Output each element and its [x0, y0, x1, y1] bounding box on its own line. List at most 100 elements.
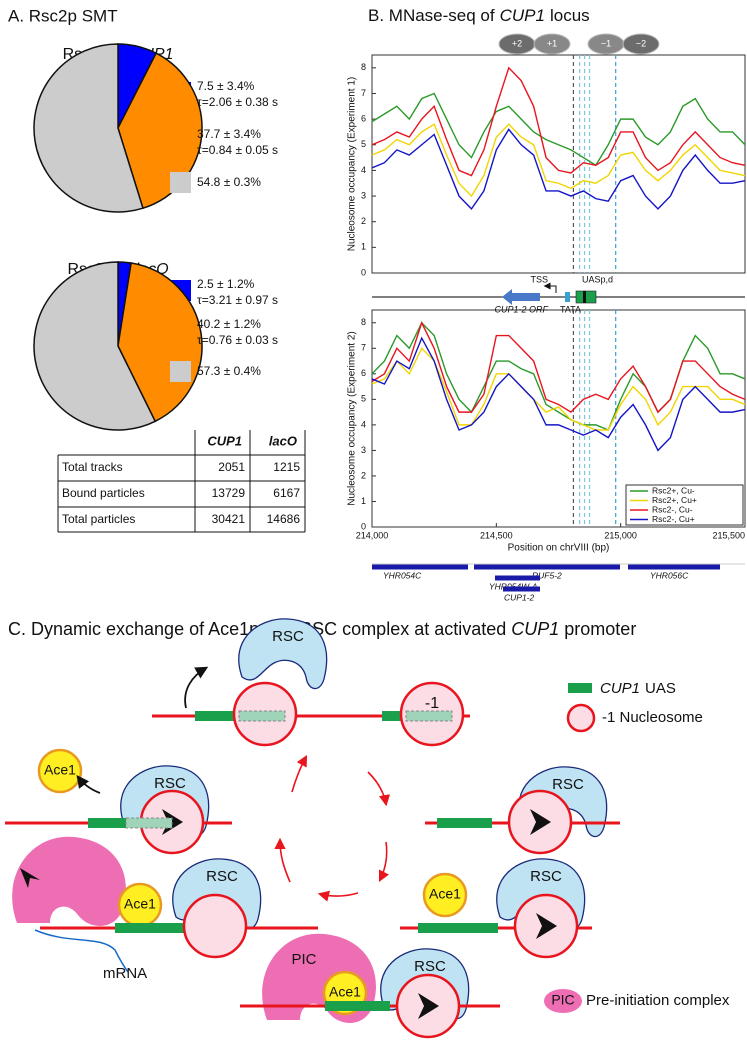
x-tick-label: 214,500 [480, 530, 513, 540]
gene-label: YHR054C [383, 570, 422, 580]
x-tick-label: 214,000 [356, 530, 389, 540]
legend-label: Rsc2-, Cu+ [652, 514, 695, 524]
nucleosome-marker [533, 33, 571, 55]
table-header: lacO [269, 433, 297, 448]
nucleosome-key [566, 703, 596, 733]
x-tick-label: 215,000 [604, 530, 637, 540]
direction [20, 868, 40, 888]
uas [418, 923, 498, 933]
series-line [371, 321, 746, 431]
legend-swatch [170, 130, 191, 151]
nucleosome [182, 893, 248, 959]
y-tick-label: 1 [361, 242, 366, 252]
table-cell: 30421 [212, 512, 246, 526]
y-axis-label: Nucleosome occupancy (Experiment 1) [347, 77, 358, 252]
pie-slice [33, 261, 157, 431]
legend-label: Rsc2-, Cu- [652, 504, 693, 514]
y-tick-label: 2 [361, 216, 366, 226]
nucleosome-marker [622, 33, 660, 55]
x-axis-label: Position on chrVIII (bp) [508, 543, 610, 554]
gene-label: CUP1-2 [504, 592, 535, 602]
displaced-uas [125, 817, 173, 829]
nucleosome-label: −2 [636, 38, 646, 48]
gene-label: RUF5-2 [532, 570, 562, 580]
gene-bar [628, 564, 720, 570]
y-tick-label: 7 [361, 343, 366, 353]
rsc-label: RSC [530, 868, 562, 885]
y-tick-label: 3 [361, 445, 366, 455]
uas [437, 818, 492, 828]
uas [325, 1001, 390, 1011]
pic [12, 836, 126, 926]
y-tick-label: 2 [361, 470, 366, 480]
pic-label: PIC [291, 951, 316, 968]
table-cell: 6167 [273, 486, 300, 500]
dwell-time: τ=0.84 ± 0.05 s [197, 143, 278, 157]
dwell-time: τ=3.21 ± 0.97 s [197, 293, 278, 307]
legend-swatch [170, 361, 191, 382]
cycle-arrow [291, 755, 308, 793]
table-cell: 14686 [267, 512, 301, 526]
legend-label: Rsc2+, Cu+ [652, 495, 697, 505]
rsc-label: RSC [206, 868, 238, 885]
legend-label: CUP1 UAS [600, 680, 676, 697]
legend-label: Pre-initiation complex [586, 992, 730, 1009]
uas [88, 818, 143, 828]
series-line [371, 123, 746, 198]
y-tick-label: 4 [361, 419, 366, 429]
rsc-label: RSC [154, 775, 186, 792]
y-tick-label: 6 [361, 368, 366, 378]
ace1-label: Ace1 [429, 886, 461, 902]
y-tick-label: 0 [361, 267, 366, 277]
title-part: promoter [564, 619, 636, 639]
cycle-arrow [367, 771, 391, 807]
uas-key [568, 683, 592, 693]
value-label: 2.5 ± 1.2% [197, 277, 255, 291]
nucleosome-label: +2 [512, 38, 522, 48]
direction [418, 993, 439, 1019]
gene-label: YHR054W-A [489, 581, 538, 591]
rsc-label: RSC [414, 958, 446, 975]
orf-arrow [502, 289, 540, 305]
y-tick-label: 7 [361, 88, 366, 98]
uas-mark [583, 291, 586, 303]
rsc-label: RSC [552, 776, 584, 793]
pie-slice [117, 52, 203, 210]
displaced-uas [238, 710, 286, 722]
legend-swatch [170, 320, 191, 341]
series-line [371, 92, 746, 167]
tss-arrow [543, 282, 557, 293]
table-header: CUP1 [207, 433, 242, 448]
pic-key [544, 989, 582, 1013]
gm-label: CUP1-2 ORF [494, 304, 548, 314]
rsc-label: RSC [272, 628, 304, 645]
y-tick-label: 5 [361, 394, 366, 404]
table-cell: 2051 [218, 460, 245, 474]
cycle-arrow [317, 890, 359, 902]
pic-key-label: PIC [551, 992, 574, 1008]
legend-swatch [170, 172, 191, 193]
value-label: 40.2 ± 1.2% [197, 317, 261, 331]
nucleosome-label: −1 [601, 38, 611, 48]
series-line [371, 336, 746, 452]
gm-label: TSS [530, 274, 548, 284]
direction [536, 913, 557, 939]
title-part: locus [550, 6, 590, 25]
value-label: 54.8 ± 0.3% [197, 175, 261, 189]
gene-bar [474, 564, 620, 570]
title-part: CUP1 [511, 619, 559, 639]
table-cell: 1215 [273, 460, 300, 474]
value-label: 37.7 ± 3.4% [197, 127, 261, 141]
legend-label: Rsc2+, Cu- [652, 485, 695, 495]
series-line [371, 320, 746, 414]
y-tick-label: 3 [361, 190, 366, 200]
dwell-time: τ=2.06 ± 0.38 s [197, 95, 278, 109]
ace1-label: Ace1 [329, 984, 361, 1000]
ace1 [37, 748, 83, 794]
value-label: 57.3 ± 0.4% [197, 364, 261, 378]
mrna-label: mRNA [103, 965, 147, 982]
gene-bar [372, 564, 468, 570]
table-cell: Bound particles [62, 486, 145, 500]
table-cell: Total tracks [62, 460, 123, 474]
